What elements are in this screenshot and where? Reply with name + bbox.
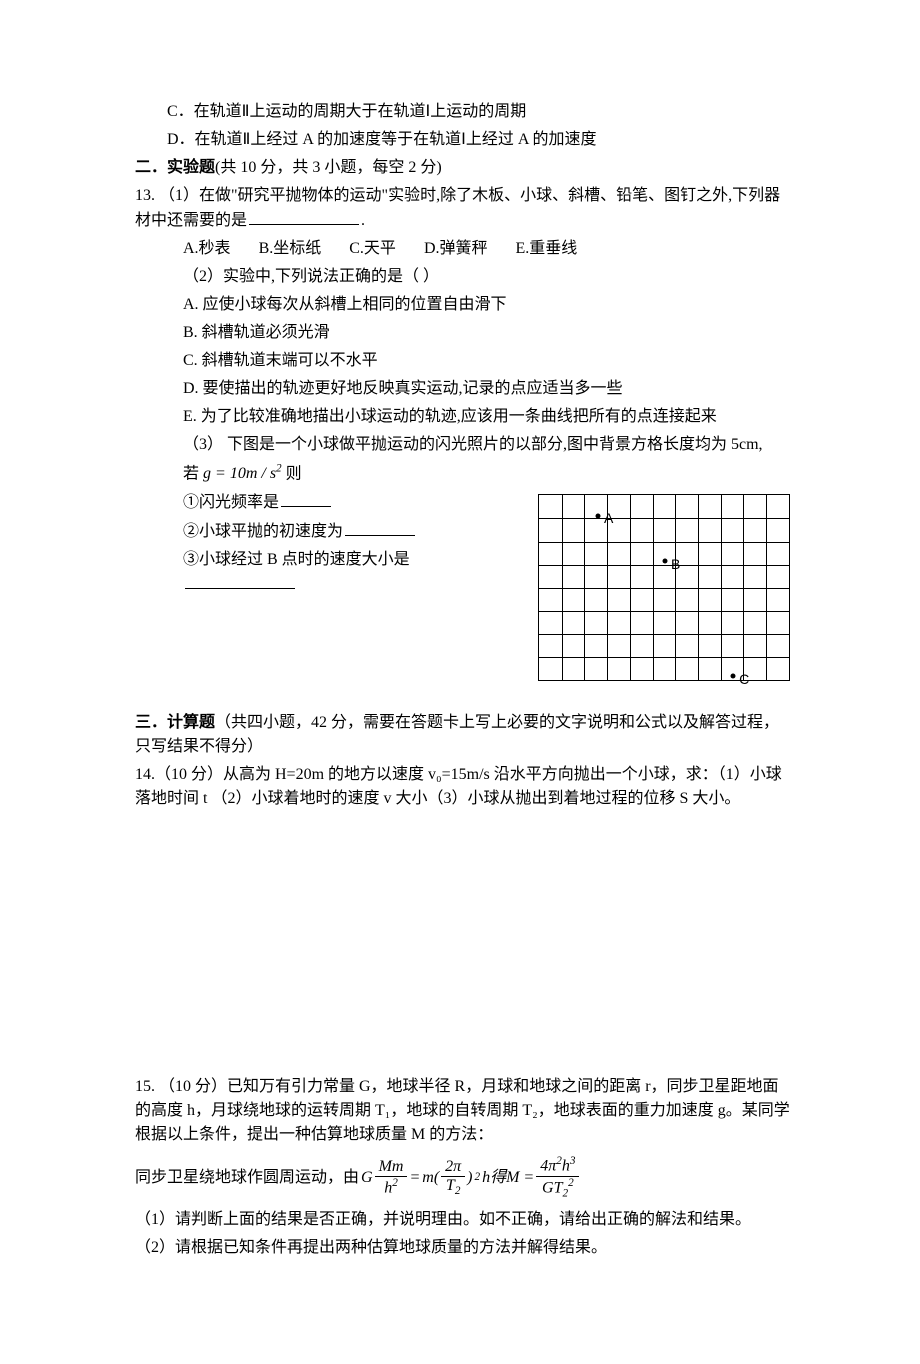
q13-i2-text: ②小球平抛的初速度为 — [183, 523, 343, 540]
grid-hline — [539, 565, 789, 566]
q13-blank-i1[interactable] — [281, 490, 331, 507]
q15-formula: 同步卫星绕地球作圆周运动，由 G Mm h2 = m( 2π T2 )2 h得M… — [135, 1155, 790, 1200]
opt-b: B.坐标纸 — [259, 237, 322, 261]
section3-points: （共四小题，42 分，需要在答题卡上写上必要的文字说明和公式以及解答过程，只写结… — [135, 714, 779, 755]
grid-point-B — [662, 559, 667, 564]
grid-point-C — [731, 673, 736, 678]
q13-i2: ②小球平抛的初速度为 — [135, 519, 518, 544]
f3-den: GT — [542, 1179, 562, 1196]
f2-lhs1: m( — [422, 1166, 439, 1190]
section3-heading: 三．计算题（共四小题，42 分，需要在答题卡上写上必要的文字说明和公式以及解答过… — [135, 711, 790, 759]
section2-title: 二．实验题 — [135, 159, 215, 176]
opt-c: C.天平 — [349, 237, 396, 261]
q13-sub2: （2）实验中,下列说法正确的是（ ） — [135, 265, 790, 289]
f2-den: T — [446, 1177, 455, 1194]
q13-sub2-e: E. 为了比较准确地描出小球运动的轨迹,应该用一条曲线把所有的点连接起来 — [135, 405, 790, 429]
q13-stem: 13. （1）在做"研究平抛物体的运动"实验时,除了木板、小球、斜槽、铅笔、图钉… — [135, 184, 790, 233]
q15-p1: （1）请判断上面的结果是否正确，并说明理由。如不正确，请给出正确的解法和结果。 — [135, 1208, 790, 1232]
q15-stem: 15. （10 分）已知万有引力常量 G，地球半径 R，月球和地球之间的距离 r… — [135, 1075, 790, 1147]
q13-sub2-b: B. 斜槽轨道必须光滑 — [135, 321, 790, 345]
q13-sub1-options: A.秒表 B.坐标纸 C.天平 D.弹簧秤 E.重垂线 — [135, 237, 790, 261]
q13-i1-text: ①闪光频率是 — [183, 494, 279, 511]
opt-d: D.弹簧秤 — [424, 237, 488, 261]
f2-rhs: ) — [467, 1166, 472, 1190]
q13-gline: 若 g = 10m / s2 则 — [135, 461, 790, 486]
q13-sub3: （3） 下图是一个小球做平抛运动的闪光照片的以部分,图中背景方格长度均为 5cm… — [135, 433, 790, 457]
q13-blank-i2[interactable] — [345, 519, 415, 536]
opt-a: A.秒表 — [183, 237, 231, 261]
grid-hline — [539, 588, 789, 589]
g-suffix: 则 — [286, 465, 302, 482]
q13-sub2-a: A. 应使小球每次从斜槽上相同的位置自由滑下 — [135, 293, 790, 317]
q13-i1: ①闪光频率是 — [135, 490, 518, 515]
grid-hline — [539, 611, 789, 612]
q13-sub2-c: C. 斜槽轨道末端可以不水平 — [135, 349, 790, 373]
q12-option-c: C．在轨道Ⅱ上运动的周期大于在轨道Ⅰ上运动的周期 — [135, 100, 790, 124]
q13-i3-text: ③小球经过 B 点时的速度大小是 — [183, 551, 410, 568]
eq1: = — [409, 1166, 420, 1190]
g-prefix: 若 — [183, 465, 199, 482]
q15-p2: （2）请根据已知条件再提出两种估算地球质量的方法并解得结果。 — [135, 1236, 790, 1260]
f1-lhs: G — [361, 1166, 373, 1190]
grid-hline — [539, 518, 789, 519]
g-expr: g = 10m / s — [203, 465, 276, 482]
section3-title: 三．计算题 — [135, 714, 215, 731]
mid: h得M = — [482, 1166, 534, 1190]
q13-i3: ③小球经过 B 点时的速度大小是 — [135, 548, 518, 597]
q14: 14.（10 分）从高为 H=20m 的地方以速度 v₀=15m/s 沿水平方向… — [135, 763, 790, 811]
grid-hline — [539, 542, 789, 543]
q13-stem-text: 13. （1）在做"研究平抛物体的运动"实验时,除了木板、小球、斜槽、铅笔、图钉… — [135, 187, 780, 229]
opt-e: E.重垂线 — [516, 237, 578, 261]
q13-blank-i3[interactable] — [185, 572, 295, 589]
grid-label-B: B — [669, 554, 682, 575]
photo-grid: ABC — [538, 494, 790, 681]
q15-line-text: 同步卫星绕地球作圆周运动，由 — [135, 1166, 359, 1190]
grid-label-A: A — [602, 508, 615, 529]
q13-sub2-d: D. 要使描出的轨迹更好地反映真实运动,记录的点应适当多一些 — [135, 377, 790, 401]
section2-heading: 二．实验题(共 10 分，共 3 小题，每空 2 分) — [135, 156, 790, 180]
f1-num: Mm — [375, 1158, 408, 1177]
grid-hline — [539, 657, 789, 658]
grid-point-A — [596, 514, 601, 519]
q13-blank-1[interactable] — [249, 208, 359, 225]
grid-label-C: C — [737, 669, 751, 690]
section2-points: (共 10 分，共 3 小题，每空 2 分) — [215, 159, 442, 176]
q13-stem-tail: . — [361, 212, 365, 229]
grid-hline — [539, 634, 789, 635]
q12-option-d: D．在轨道Ⅱ上经过 A 的加速度等于在轨道Ⅰ上经过 A 的加速度 — [135, 128, 790, 152]
f2-num: 2π — [441, 1158, 465, 1177]
